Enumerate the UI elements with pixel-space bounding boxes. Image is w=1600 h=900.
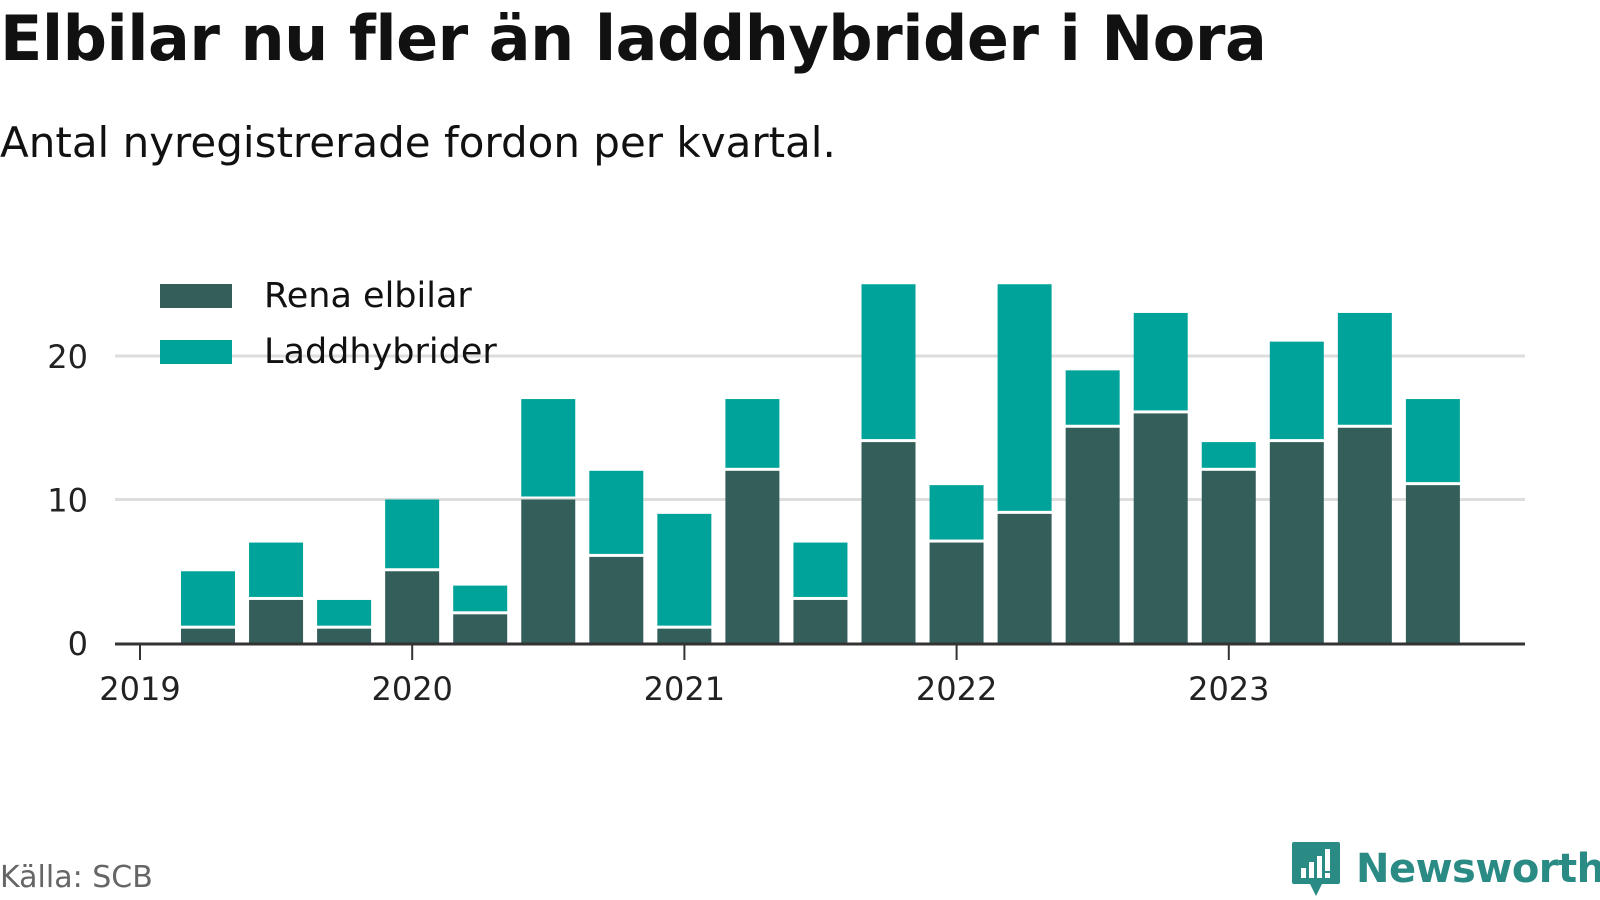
bar-elbilar-2020-Q3 bbox=[521, 499, 576, 643]
legend-item-laddhybrider: Laddhybrider bbox=[160, 324, 497, 380]
chart-title: Elbilar nu fler än laddhybrider i Nora bbox=[0, 2, 1267, 75]
y-tick-label: 20 bbox=[47, 338, 88, 376]
bar-elbilar-2020-Q2 bbox=[453, 614, 508, 643]
bar-laddhybrider-2023-Q1 bbox=[1201, 442, 1256, 468]
bar-laddhybrider-2019-Q4 bbox=[317, 599, 372, 626]
chart-subtitle: Antal nyregistrerade fordon per kvartal. bbox=[0, 118, 836, 167]
brand-name: Newsworthy bbox=[1356, 846, 1600, 892]
bars bbox=[181, 284, 1460, 643]
bar-laddhybrider-2023-Q4 bbox=[1405, 399, 1460, 483]
source-note: Källa: SCB bbox=[0, 860, 153, 895]
bar-elbilar-2023-Q3 bbox=[1337, 427, 1392, 643]
bar-laddhybrider-2023-Q3 bbox=[1337, 312, 1392, 425]
y-tick-label: 0 bbox=[68, 625, 88, 663]
bar-elbilar-2023-Q4 bbox=[1405, 485, 1460, 643]
bar-elbilar-2022-Q3 bbox=[1065, 427, 1120, 643]
bar-laddhybrider-2021-Q3 bbox=[793, 542, 848, 597]
legend-item-elbilar: Rena elbilar bbox=[160, 268, 497, 324]
bar-elbilar-2022-Q1 bbox=[929, 542, 984, 643]
bar-elbilar-2020-Q1 bbox=[385, 571, 440, 643]
bar-elbilar-2019-Q4 bbox=[317, 628, 372, 643]
bar-laddhybrider-2022-Q4 bbox=[1133, 312, 1188, 411]
bar-elbilar-2021-Q1 bbox=[657, 628, 712, 643]
brand-logo: Newsworthy bbox=[1290, 840, 1600, 898]
bar-laddhybrider-2021-Q1 bbox=[657, 513, 712, 626]
bar-elbilar-2022-Q2 bbox=[997, 513, 1052, 643]
bar-laddhybrider-2021-Q4 bbox=[861, 284, 916, 440]
x-axis: 2019 2020 2021 2022 2023 bbox=[99, 642, 1525, 708]
bar-laddhybrider-2022-Q2 bbox=[997, 284, 1052, 511]
bar-laddhybrider-2022-Q3 bbox=[1065, 370, 1120, 425]
bar-elbilar-2021-Q2 bbox=[725, 470, 780, 643]
bar-elbilar-2023-Q1 bbox=[1201, 470, 1256, 643]
bar-laddhybrider-2020-Q2 bbox=[453, 585, 508, 612]
y-tick-label: 10 bbox=[47, 482, 88, 520]
bar-laddhybrider-2019-Q3 bbox=[249, 542, 304, 597]
legend-label-laddhybrider: Laddhybrider bbox=[264, 332, 497, 372]
bar-laddhybrider-2021-Q2 bbox=[725, 399, 780, 468]
x-tick-label: 2022 bbox=[916, 670, 997, 708]
x-tick-label: 2020 bbox=[371, 670, 452, 708]
bar-laddhybrider-2020-Q4 bbox=[589, 470, 644, 554]
legend: Rena elbilar Laddhybrider bbox=[160, 268, 497, 380]
newsworthy-logo-icon bbox=[1292, 842, 1340, 896]
y-axis-labels: 0 10 20 bbox=[47, 338, 88, 663]
bar-elbilar-2023-Q2 bbox=[1269, 442, 1324, 643]
legend-label-elbilar: Rena elbilar bbox=[264, 276, 472, 316]
bar-elbilar-2020-Q4 bbox=[589, 556, 644, 643]
bar-laddhybrider-2019-Q2 bbox=[181, 571, 235, 626]
bar-laddhybrider-2020-Q3 bbox=[521, 399, 576, 497]
legend-swatch-laddhybrider bbox=[160, 340, 232, 364]
bar-laddhybrider-2022-Q1 bbox=[929, 485, 984, 540]
x-tick-label: 2023 bbox=[1188, 670, 1269, 708]
bar-laddhybrider-2020-Q1 bbox=[385, 499, 440, 569]
bar-elbilar-2019-Q3 bbox=[249, 599, 304, 643]
legend-swatch-elbilar bbox=[160, 284, 232, 308]
bar-elbilar-2022-Q4 bbox=[1133, 413, 1188, 643]
bar-elbilar-2019-Q2 bbox=[181, 628, 235, 643]
x-tick-label: 2019 bbox=[99, 670, 180, 708]
bar-laddhybrider-2023-Q2 bbox=[1269, 341, 1324, 440]
bar-elbilar-2021-Q3 bbox=[793, 599, 848, 643]
bar-elbilar-2021-Q4 bbox=[861, 442, 916, 643]
x-tick-label: 2021 bbox=[644, 670, 725, 708]
